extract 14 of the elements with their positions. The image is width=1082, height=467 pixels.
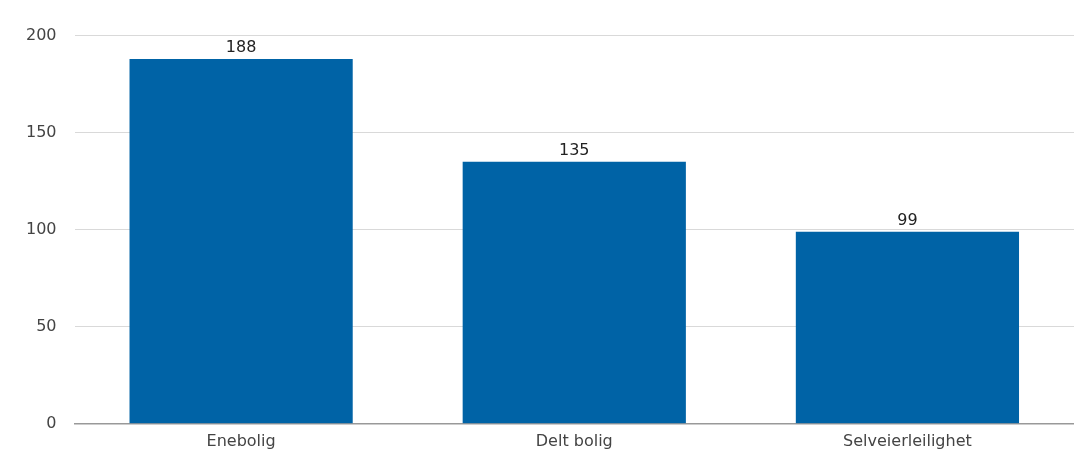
x-tick-label: Delt bolig	[535, 430, 613, 450]
data-label: 99	[897, 209, 918, 229]
y-tick-label: 200	[25, 24, 57, 44]
x-tick-label: Enebolig	[206, 430, 276, 450]
x-tick-label: Selveierleilighet	[843, 430, 972, 450]
y-tick-label: 50	[36, 315, 57, 335]
y-tick-label: 150	[25, 121, 57, 141]
y-tick-label: 0	[46, 412, 57, 432]
bar	[462, 161, 686, 424]
bar	[795, 231, 1020, 424]
data-label: 135	[559, 139, 590, 159]
y-tick-label: 100	[25, 218, 57, 238]
data-label: 188	[225, 37, 257, 57]
bar	[129, 58, 353, 424]
